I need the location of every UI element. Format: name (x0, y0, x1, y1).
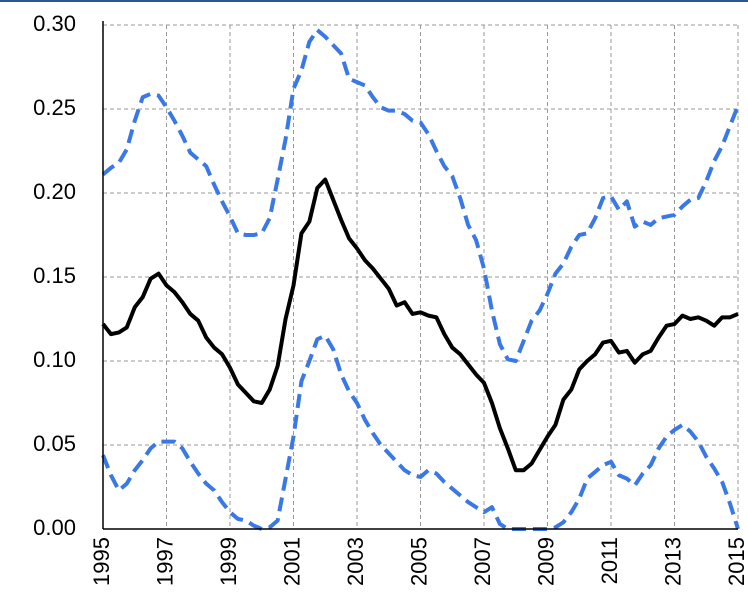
series-line (101, 28, 740, 363)
x-tick-label: 2007 (470, 537, 495, 586)
x-tick-label: 1999 (216, 537, 241, 586)
y-tick-label: 0.15 (33, 263, 76, 288)
x-tick-label: 2015 (724, 537, 748, 586)
y-tick-label: 0.30 (33, 11, 76, 36)
x-tick-label: 2013 (660, 537, 685, 586)
x-tick-label: 2005 (406, 537, 431, 586)
y-tick-label: 0.20 (33, 179, 76, 204)
y-tick-label: 0.25 (33, 95, 76, 120)
x-tick-label: 2003 (343, 537, 368, 586)
x-tick-label: 2011 (597, 537, 622, 584)
top-border (0, 0, 748, 2)
x-tick-label: 1995 (89, 537, 114, 586)
series-line (101, 333, 740, 531)
x-tick-label: 2001 (279, 537, 304, 586)
y-tick-label: 0.00 (33, 515, 76, 540)
x-tick-label: 2009 (533, 537, 558, 586)
y-tick-label: 0.10 (33, 347, 76, 372)
x-tick-label: 1997 (152, 537, 177, 586)
series-line (101, 177, 739, 473)
y-tick-label: 0.05 (33, 431, 76, 456)
